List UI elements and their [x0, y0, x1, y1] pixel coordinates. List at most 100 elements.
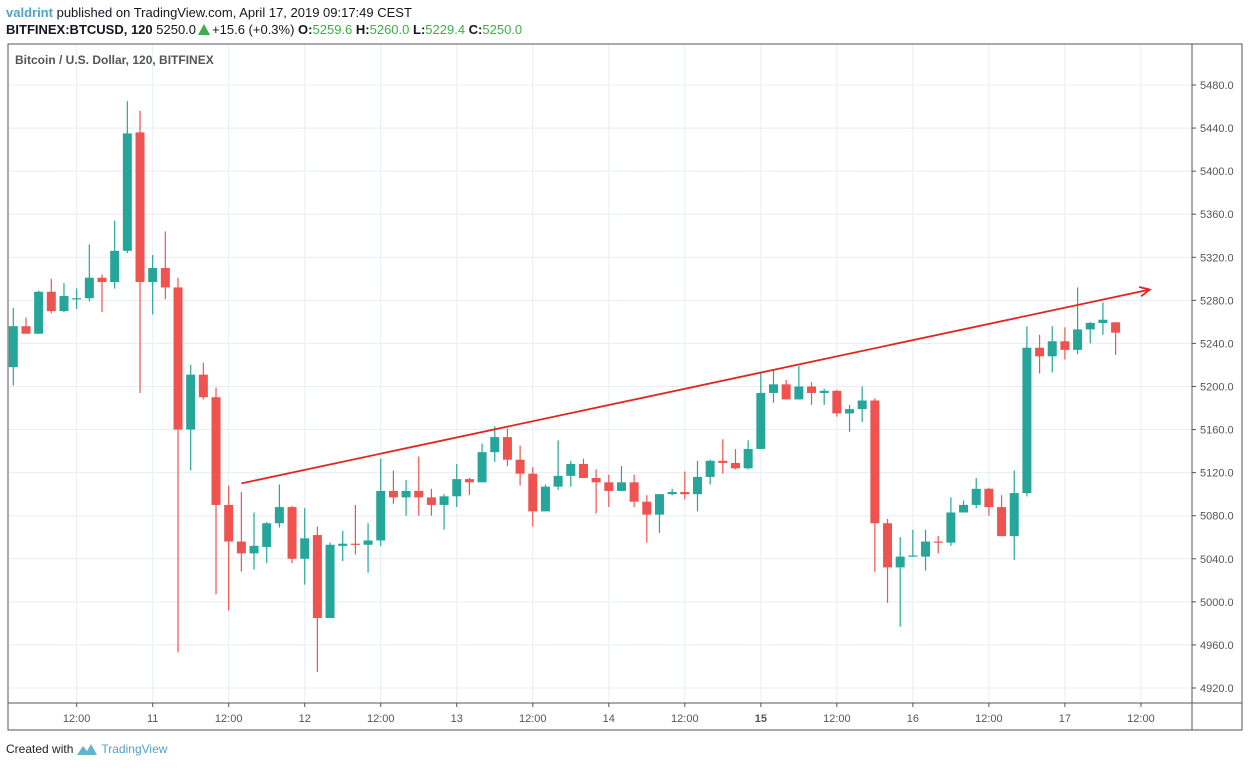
price-axis[interactable]: 5480.0 5440.0 5400.0 5360.0 5320.0 5280.0 5240…	[1192, 80, 1234, 695]
candle-body	[1111, 322, 1121, 333]
price-tick-label: 5360.0	[1200, 209, 1234, 221]
candle-body	[769, 384, 778, 393]
candle-up	[566, 460, 576, 487]
trend-line-annotation[interactable]	[241, 286, 1152, 485]
arrow-head-icon	[1138, 286, 1152, 298]
candle-body	[439, 496, 449, 505]
price-tick-label: 4920.0	[1200, 683, 1234, 695]
candle-up	[490, 426, 500, 462]
candle-down	[21, 317, 31, 334]
candle-body	[21, 326, 31, 334]
candle-body	[984, 488, 994, 508]
candle-body	[1009, 493, 1019, 537]
candle-body	[34, 291, 44, 334]
candle-body	[325, 544, 335, 618]
time-tick-label: 13	[451, 713, 463, 725]
candle-up	[769, 370, 778, 403]
candle-up	[110, 220, 120, 289]
candle-up	[249, 512, 259, 570]
candle-up	[756, 372, 766, 449]
candle-down	[680, 471, 690, 500]
trend-line[interactable]	[241, 288, 1150, 485]
candle-body	[807, 386, 817, 393]
candle-up	[857, 386, 867, 423]
candle-up	[692, 460, 702, 512]
published-text: published on TradingView.com, April 17, …	[56, 5, 412, 20]
candle-body	[553, 475, 563, 487]
candle-body	[616, 482, 626, 491]
candle-body	[515, 459, 525, 474]
author-link[interactable]: valdrint	[6, 5, 53, 20]
time-tick-label: 12:00	[823, 713, 851, 725]
candle-up	[363, 523, 373, 573]
candle-body	[692, 476, 702, 495]
candle-body	[401, 490, 411, 498]
candle-down	[1035, 334, 1045, 374]
candle-down	[414, 456, 424, 516]
candle-body	[832, 390, 842, 414]
candle-down	[591, 469, 601, 514]
candle-body	[72, 298, 82, 300]
candle-body	[1085, 322, 1095, 330]
candle-body	[895, 556, 905, 568]
last-price: 5250.0	[156, 22, 197, 37]
candle-body	[680, 492, 690, 495]
candle-body	[959, 504, 969, 513]
candle-body	[857, 400, 867, 410]
candle-body	[743, 448, 753, 469]
candle-body	[312, 535, 322, 618]
candle-body	[819, 390, 829, 393]
candle-body	[629, 482, 639, 502]
candle-up	[1073, 287, 1083, 355]
candle-body	[946, 512, 956, 543]
candle-down	[870, 398, 880, 572]
candle-up	[667, 488, 677, 496]
candle-down	[997, 495, 1007, 537]
candle-body	[211, 397, 221, 505]
candle-body	[794, 386, 804, 400]
candle-body	[287, 507, 297, 559]
candle-up	[84, 244, 94, 302]
candle-body	[1035, 347, 1045, 357]
candle-down	[578, 458, 588, 479]
candle-body	[110, 250, 120, 283]
candle-up	[819, 388, 829, 405]
candle-up	[325, 542, 335, 618]
candle-down	[807, 382, 817, 405]
triangle-up-icon	[198, 24, 211, 35]
candle-body	[528, 473, 538, 512]
candle-body	[160, 268, 170, 288]
candle-body	[414, 490, 424, 498]
candle-down	[984, 487, 994, 516]
candle-body	[883, 523, 893, 568]
price-tick-label: 5480.0	[1200, 80, 1234, 92]
price-tick-label: 5320.0	[1200, 252, 1234, 264]
time-tick-label: 12:00	[215, 713, 243, 725]
chart-border	[7, 43, 1243, 731]
candle-body	[300, 538, 310, 559]
candle-down	[883, 518, 893, 603]
candle-down	[730, 448, 740, 470]
candle-up	[540, 484, 550, 512]
time-tick-label: 12:00	[63, 713, 91, 725]
candle-body	[249, 545, 259, 554]
candle-body	[870, 400, 880, 524]
candle-down	[1060, 327, 1070, 360]
candle-body	[591, 478, 601, 483]
candle-down	[781, 380, 791, 400]
price-tick-label: 5440.0	[1200, 123, 1234, 135]
candle-up	[262, 522, 272, 564]
candle-down	[629, 474, 639, 508]
tradingview-link[interactable]: TradingView	[101, 742, 168, 756]
candle-body	[122, 133, 132, 251]
candle-down	[173, 277, 183, 653]
candle-body	[1060, 341, 1070, 350]
candle-down	[832, 389, 842, 417]
candle-down	[198, 362, 208, 400]
candle-body	[490, 437, 500, 453]
candle-up	[743, 440, 753, 470]
time-axis[interactable]: 12:00 11 12:00 12 12:00 13 12:00 14 12:00 15 12:00…	[63, 703, 1155, 725]
candle-up	[794, 366, 804, 400]
candle-down	[515, 445, 525, 486]
